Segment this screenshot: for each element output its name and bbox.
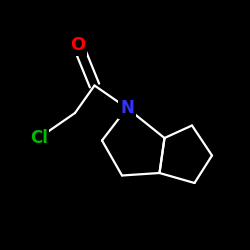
Text: O: O (70, 36, 86, 54)
Text: Cl: Cl (30, 129, 48, 147)
Text: N: N (120, 99, 134, 117)
